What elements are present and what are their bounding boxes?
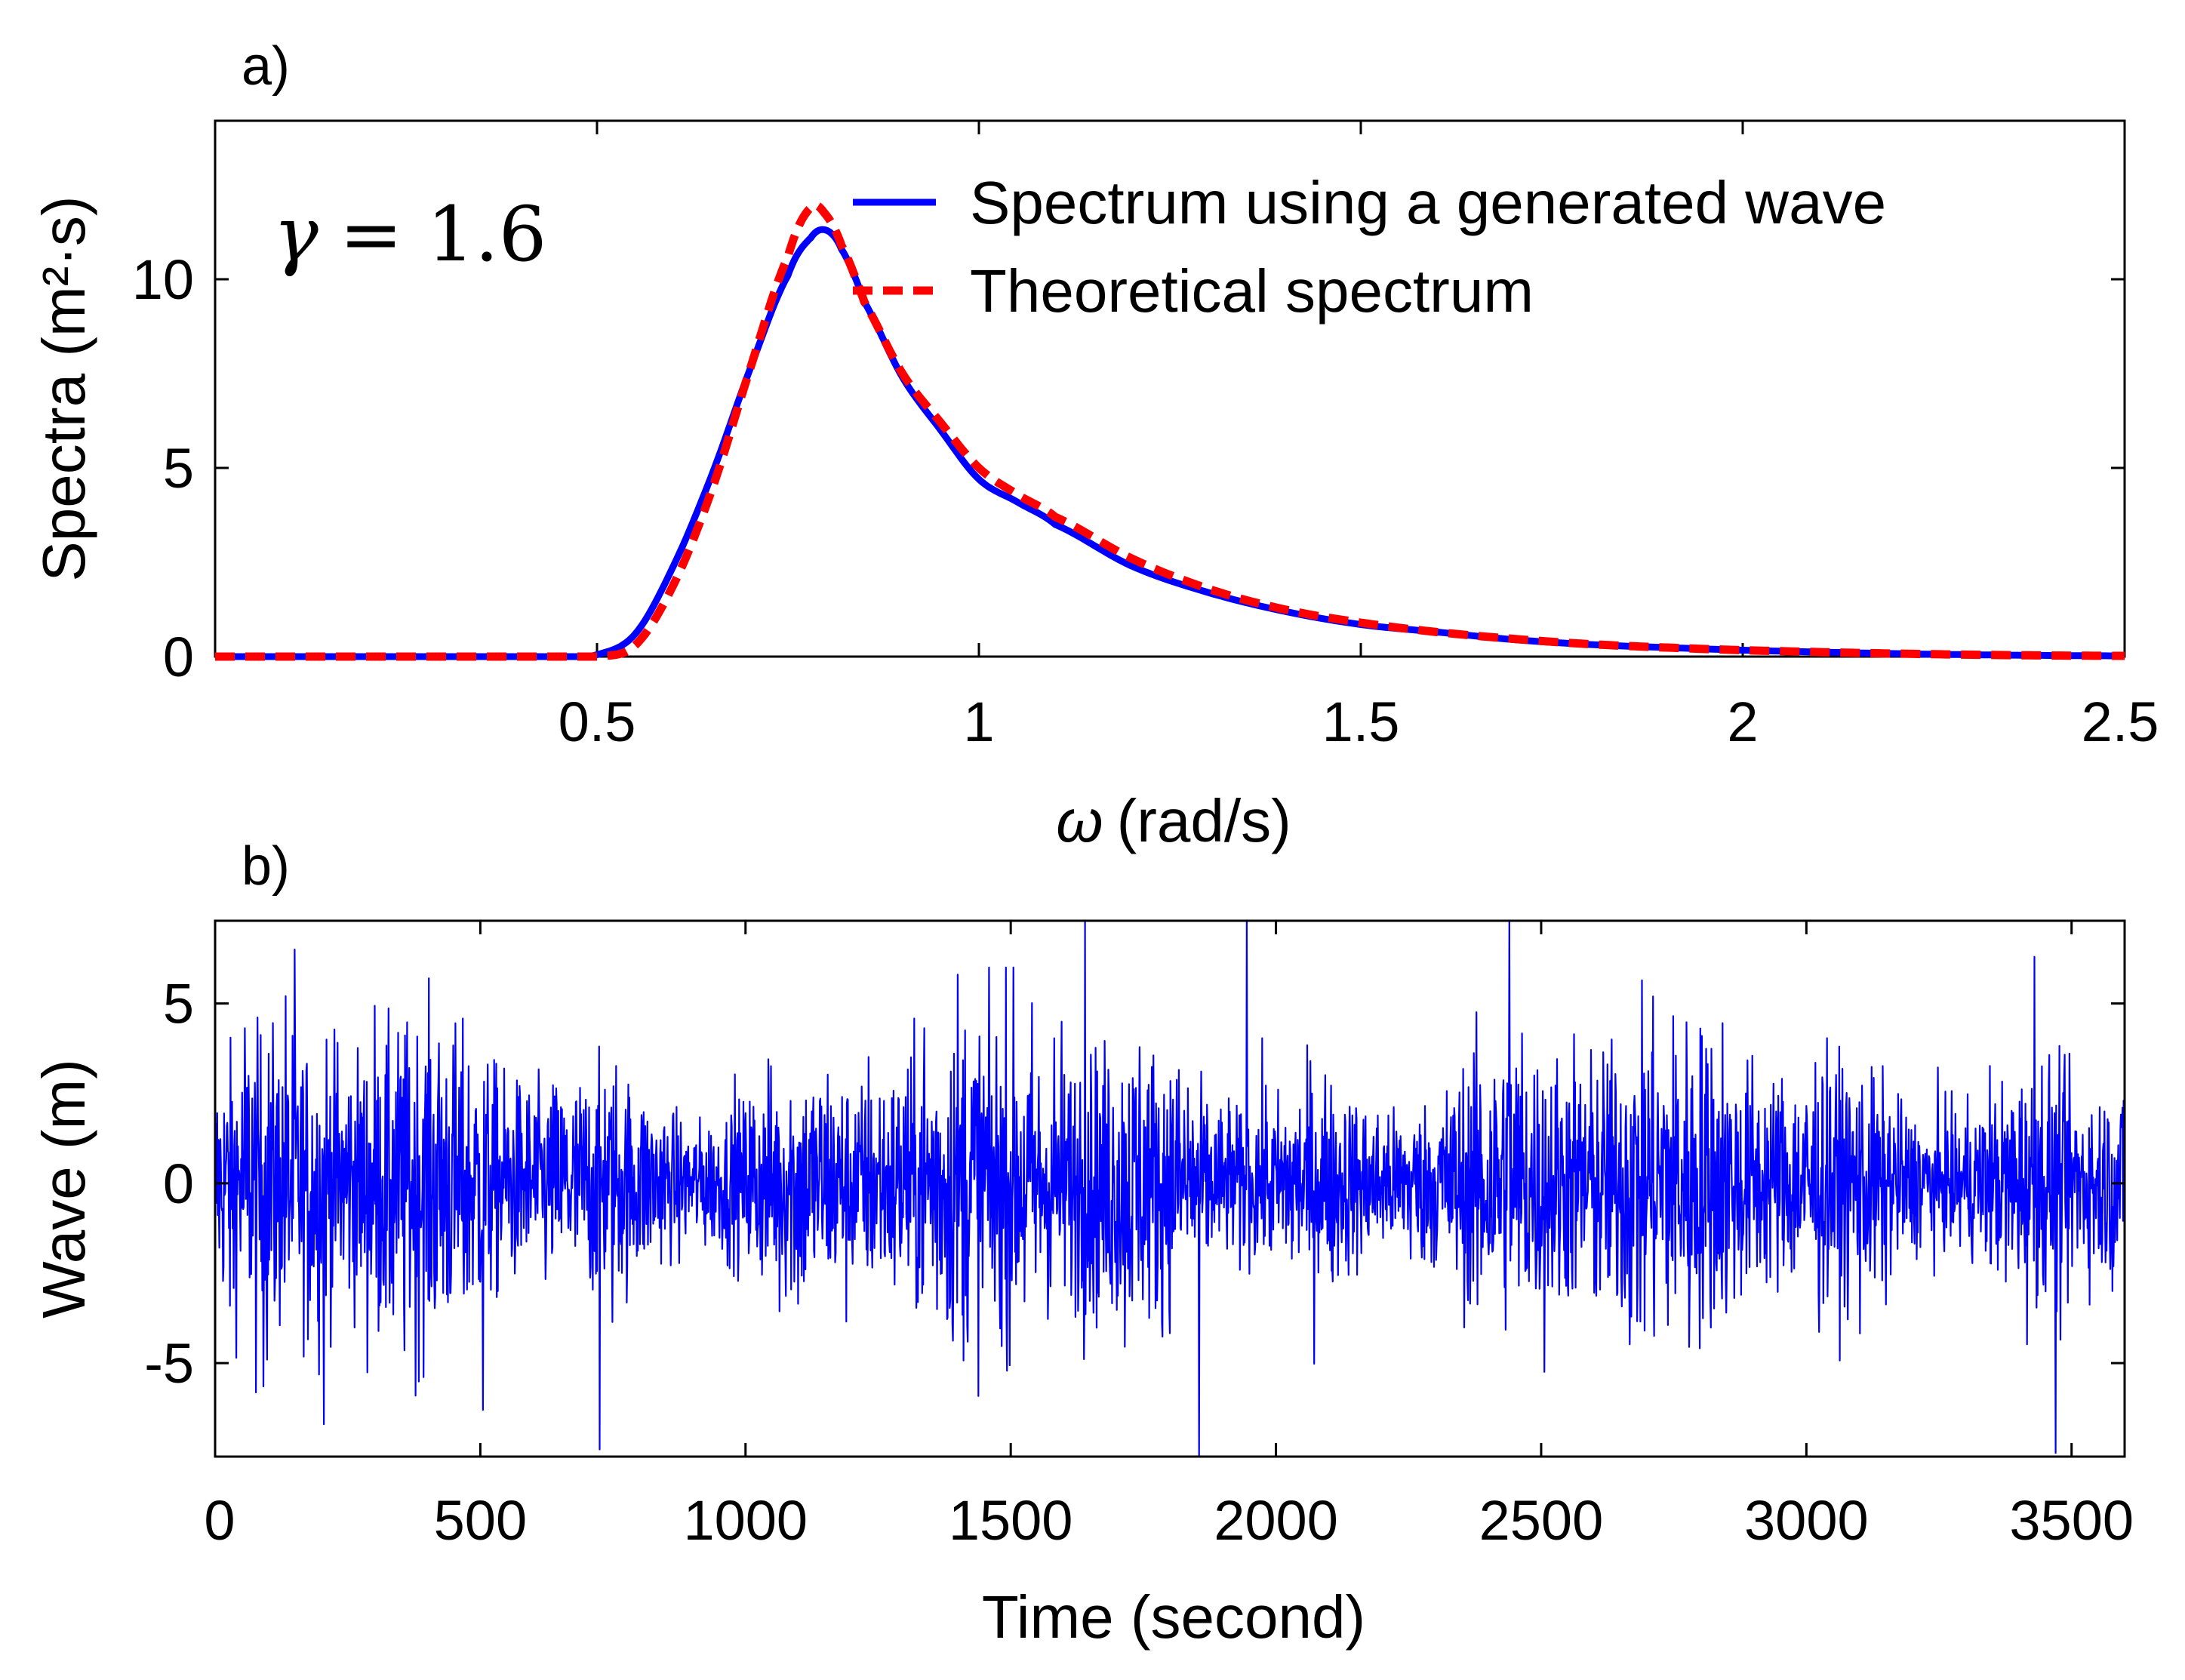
panel-b-x-ticks: 0 500 1000 1500 2000 2500 3000 3500	[204, 921, 2134, 1552]
panel-b-x-tick-label: 1000	[683, 1489, 808, 1552]
series-line-wave-elevation	[214, 919, 2126, 1458]
panel-a-y-tick-label: 5	[163, 437, 194, 500]
omega-unit: (rad/s)	[1117, 787, 1291, 854]
panel-a-x-tick-label: 2.5	[2082, 691, 2159, 753]
panel-a-axes-box	[214, 119, 2126, 658]
panel-a-label: a)	[242, 36, 290, 97]
legend: Spectrum using a generated wave Theoreti…	[853, 169, 1886, 325]
panel-b-x-tick-label: 3500	[2009, 1489, 2134, 1552]
panel-b-x-tick-label: 2000	[1214, 1489, 1338, 1552]
series-line-generated-spectrum	[215, 226, 2125, 660]
panel-a-spectrum: a) 0.5 1 1.5 2 2.5 0 5 10 γ = 1.6 Spectrum usin…	[30, 36, 2159, 854]
panel-b-wave: b) 0 500 1000 1500 2000 2500 3000 3500 -5 0 5 Tim…	[30, 836, 2134, 1651]
panel-a-y-tick-label: 10	[132, 248, 194, 311]
panel-b-y-ticks: -5 0 5	[144, 973, 2125, 1395]
panel-b-x-tick-label: 3000	[1744, 1489, 1869, 1552]
panel-a-x-ticks: 0.5 1 1.5 2 2.5	[559, 121, 2159, 753]
panel-b-series	[214, 919, 2126, 1458]
panel-b-x-tick-label: 2500	[1479, 1489, 1604, 1552]
panel-a-y-axis-label: Spectra (m²·s)	[30, 195, 97, 581]
panel-b-x-tick-label: 0	[204, 1489, 235, 1552]
panel-b-x-axis-label: Time (second)	[982, 1583, 1365, 1651]
panel-a-x-tick-label: 1	[963, 691, 994, 753]
panel-a-y-tick-label: 0	[163, 626, 194, 688]
gamma-value: = 1.6	[340, 190, 547, 278]
panel-a-x-tick-label: 2	[1727, 691, 1758, 753]
panel-b-x-tick-label: 1500	[949, 1489, 1073, 1552]
omega-symbol: ω	[1056, 787, 1103, 854]
panel-b-y-tick-label: 0	[163, 1152, 194, 1215]
panel-b-y-axis-label: Wave (m)	[30, 1059, 97, 1318]
gamma-symbol: γ	[273, 190, 319, 278]
panel-a-x-tick-label: 1.5	[1322, 691, 1400, 753]
panel-a-x-axis-label: ω (rad/s)	[1056, 787, 1291, 854]
panel-b-x-tick-label: 500	[434, 1489, 527, 1552]
panel-a-x-tick-label: 0.5	[559, 691, 636, 753]
panel-b-label: b)	[242, 836, 290, 897]
gamma-annotation: γ = 1.6	[273, 190, 546, 278]
panel-a-series	[215, 201, 2125, 661]
panel-a-y-ticks: 0 5 10	[132, 248, 2125, 688]
legend-label-theoretical: Theoretical spectrum	[970, 257, 1534, 325]
panel-b-y-tick-label: -5	[144, 1332, 194, 1395]
panel-b-axes-box	[214, 919, 2126, 1458]
panel-b-y-tick-label: 5	[163, 973, 194, 1035]
legend-label-generated: Spectrum using a generated wave	[970, 169, 1886, 236]
